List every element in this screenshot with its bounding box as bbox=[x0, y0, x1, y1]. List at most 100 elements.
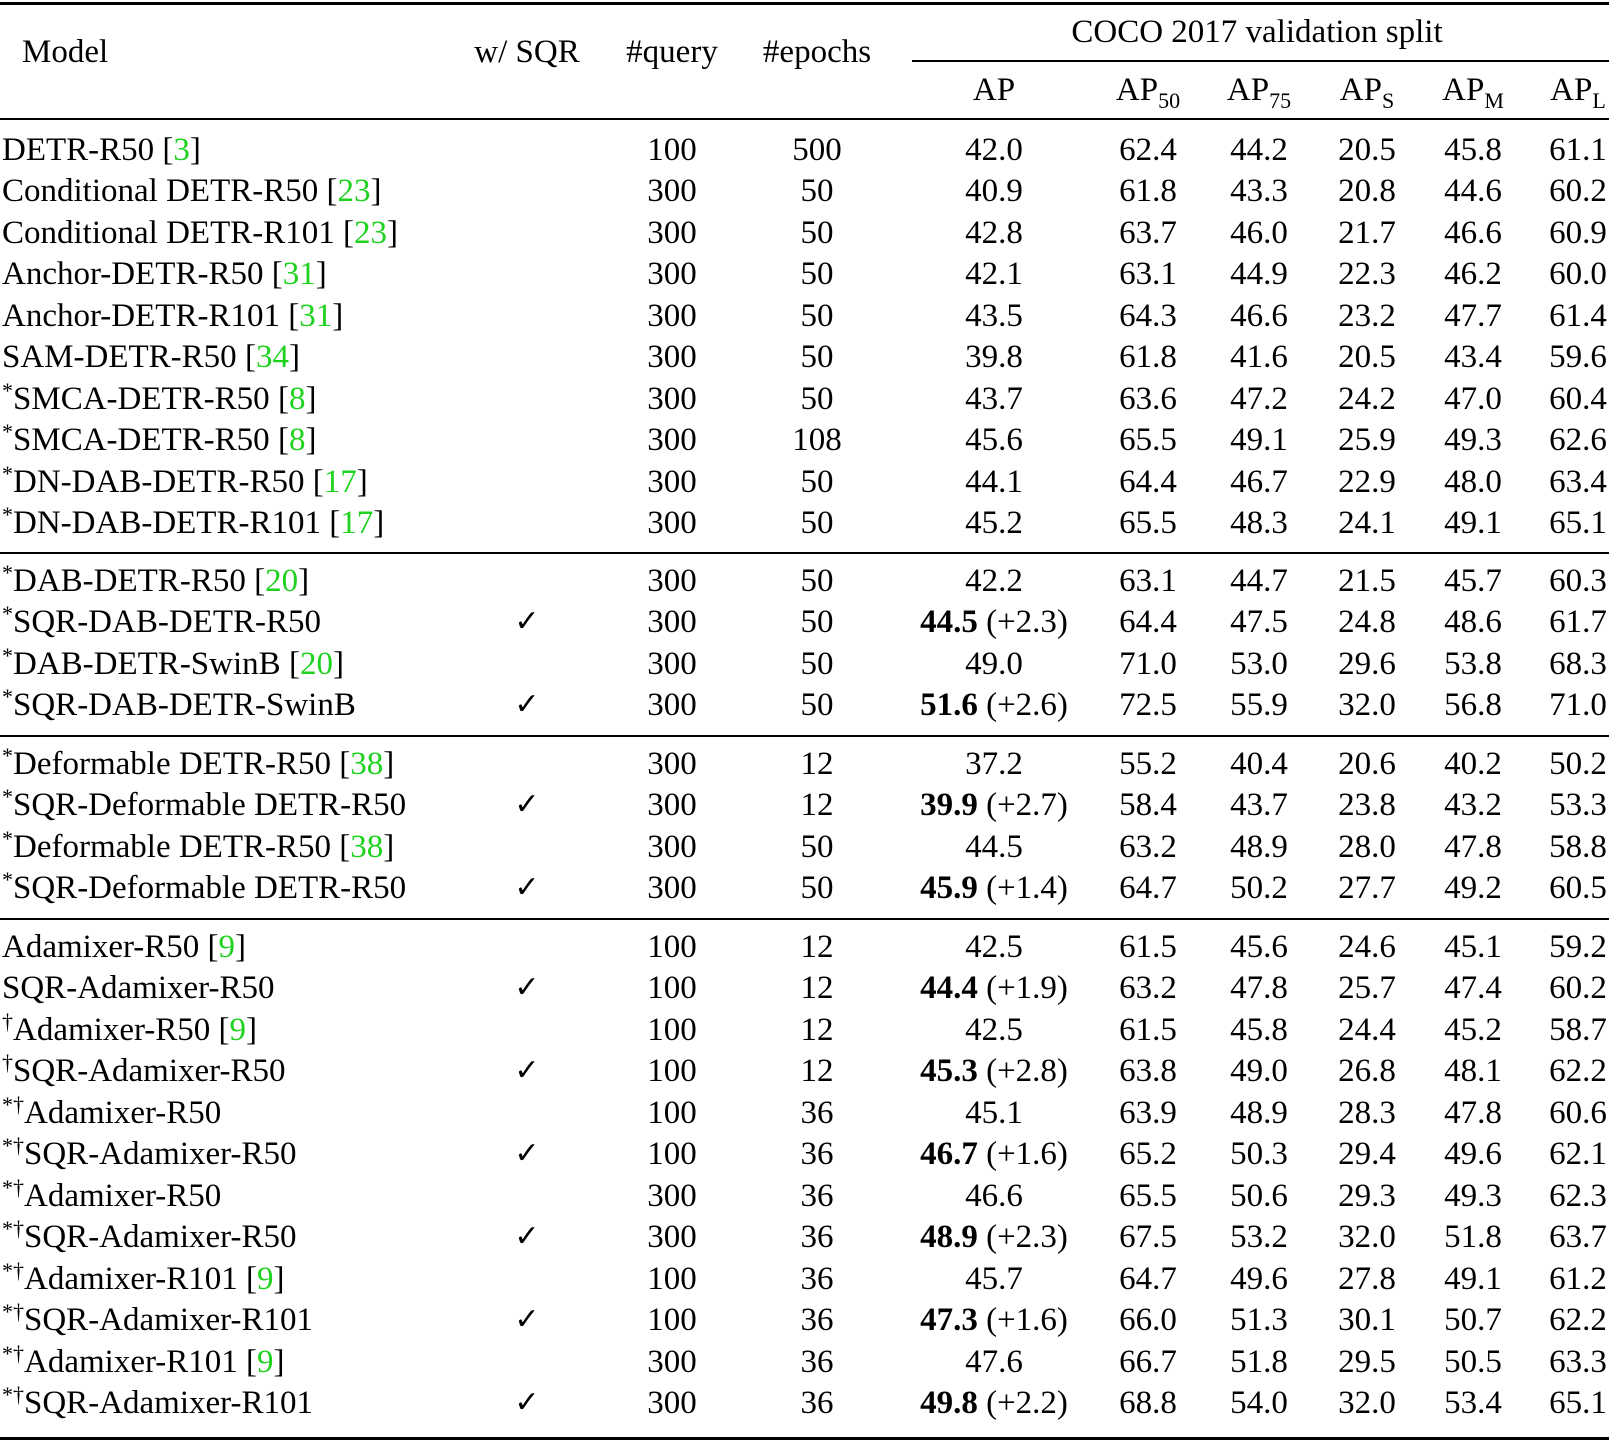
model-cell: *SMCA-DETR-R50 [8] bbox=[2, 378, 317, 417]
ap75-cell: 50.2 bbox=[1230, 870, 1288, 906]
apl-cell: 60.0 bbox=[1549, 256, 1607, 292]
apl-cell: 62.1 bbox=[1549, 1136, 1607, 1172]
aps-cell: 29.3 bbox=[1338, 1178, 1396, 1214]
query-cell: 300 bbox=[647, 339, 697, 375]
citation-link[interactable]: 8 bbox=[288, 381, 306, 417]
ap50-cell: 64.4 bbox=[1119, 464, 1177, 500]
ap50-cell: 63.2 bbox=[1119, 970, 1177, 1006]
citation-link[interactable]: 17 bbox=[323, 464, 357, 500]
ap75-cell: 44.9 bbox=[1230, 256, 1288, 292]
citation-link[interactable]: 23 bbox=[337, 173, 371, 209]
citation-link[interactable]: 38 bbox=[350, 829, 384, 865]
query-cell: 100 bbox=[647, 970, 697, 1006]
citation-link[interactable]: 9 bbox=[229, 1012, 247, 1048]
model-prefix: *† bbox=[2, 1299, 24, 1324]
citation-link[interactable]: 9 bbox=[257, 1344, 274, 1380]
apl-cell: 60.6 bbox=[1549, 1095, 1607, 1131]
apm-cell: 43.4 bbox=[1444, 339, 1502, 375]
model-cell: Anchor-DETR-R50 [31] bbox=[2, 256, 327, 292]
ap75-cell: 49.1 bbox=[1230, 422, 1288, 458]
citation-link[interactable]: 8 bbox=[288, 422, 306, 458]
ap75-cell: 46.7 bbox=[1230, 464, 1288, 500]
apm-cell: 56.8 bbox=[1444, 687, 1502, 723]
ap50-cell: 65.5 bbox=[1119, 1178, 1177, 1214]
citation-link[interactable]: 34 bbox=[255, 339, 289, 375]
model-name: Adamixer-R101 bbox=[24, 1344, 238, 1380]
ap-cell: 44.5 bbox=[965, 829, 1023, 865]
query-cell: 300 bbox=[647, 1219, 697, 1255]
model-cell: *Deformable DETR-R50 [38] bbox=[2, 743, 395, 782]
model-cell: Conditional DETR-R101 [23] bbox=[2, 215, 398, 251]
model-name: SMCA-DETR-R50 bbox=[13, 381, 270, 417]
ap50-cell: 66.7 bbox=[1119, 1344, 1177, 1380]
model-name: DN-DAB-DETR-R50 bbox=[13, 464, 305, 500]
model-name: Adamixer-R50 bbox=[13, 1012, 211, 1048]
citation-link[interactable]: 9 bbox=[218, 929, 236, 965]
table-row: *†SQR-Adamixer-R50 ✓ 300 36 48.9 (+2.3) 67.5 5… bbox=[0, 1216, 1609, 1258]
header-apl: APL bbox=[1550, 70, 1606, 113]
ap75-cell: 44.7 bbox=[1230, 563, 1288, 599]
citation-link[interactable]: 20 bbox=[265, 563, 299, 599]
table-row: *†Adamixer-R50 100 36 45.1 63.9 48.9 28.3 47.8 6… bbox=[0, 1092, 1609, 1134]
table-row: *SQR-DAB-DETR-R50 ✓ 300 50 44.5 (+2.3) 64.4 47… bbox=[0, 601, 1609, 643]
table-row: Conditional DETR-R101 [23] 300 50 42.8 63.7 4… bbox=[0, 212, 1609, 254]
apm-cell: 49.1 bbox=[1444, 505, 1502, 541]
apm-cell: 47.8 bbox=[1444, 1095, 1502, 1131]
model-cell: SQR-Adamixer-R50 bbox=[2, 967, 274, 1009]
ap75-cell: 55.9 bbox=[1230, 687, 1288, 723]
citation-link[interactable]: 9 bbox=[257, 1261, 274, 1297]
ap75-cell: 43.3 bbox=[1230, 173, 1288, 209]
apl-cell: 59.6 bbox=[1549, 339, 1607, 375]
header-model: Model bbox=[22, 34, 109, 70]
apl-cell: 62.2 bbox=[1549, 1302, 1607, 1338]
model-cell: *DAB-DETR-SwinB [20] bbox=[2, 643, 344, 682]
citation-link[interactable]: 31 bbox=[282, 256, 316, 292]
apm-cell: 47.7 bbox=[1444, 298, 1502, 334]
table-row: *DAB-DETR-SwinB [20] 300 50 49.0 71.0 53.0 29.… bbox=[0, 643, 1609, 685]
header-query: #query bbox=[626, 34, 718, 70]
epochs-cell: 108 bbox=[792, 422, 842, 458]
header-ap: AP bbox=[972, 72, 1016, 108]
model-cell: *Deformable DETR-R50 [38] bbox=[2, 826, 395, 865]
model-prefix: * bbox=[2, 643, 13, 668]
header-sqr: w/ SQR bbox=[474, 34, 580, 70]
ap50-cell: 55.2 bbox=[1119, 746, 1177, 782]
citation-link[interactable]: 3 bbox=[173, 132, 190, 168]
ap-cell: 44.4 (+1.9) bbox=[920, 967, 1068, 1009]
query-cell: 100 bbox=[647, 1095, 697, 1131]
citation-link[interactable]: 17 bbox=[340, 505, 374, 541]
epochs-cell: 36 bbox=[800, 1095, 834, 1131]
model-cell: Conditional DETR-R50 [23] bbox=[2, 173, 382, 209]
model-cell: †SQR-Adamixer-R50 bbox=[2, 1050, 285, 1095]
epochs-cell: 50 bbox=[800, 173, 834, 209]
apm-cell: 45.7 bbox=[1444, 563, 1502, 599]
aps-cell: 24.1 bbox=[1338, 505, 1396, 541]
table-row: *DAB-DETR-R50 [20] 300 50 42.2 63.1 44.7 21.5 4… bbox=[0, 560, 1609, 602]
model-name: SQR-Adamixer-R50 bbox=[24, 1136, 297, 1172]
epochs-cell: 50 bbox=[800, 298, 834, 334]
ap50-cell: 58.4 bbox=[1119, 787, 1177, 823]
apm-cell: 43.2 bbox=[1444, 787, 1502, 823]
apl-cell: 71.0 bbox=[1549, 687, 1607, 723]
citation-link[interactable]: 23 bbox=[354, 215, 387, 251]
model-prefix: * bbox=[2, 743, 13, 768]
epochs-cell: 500 bbox=[792, 132, 842, 168]
apm-cell: 49.1 bbox=[1444, 1261, 1502, 1297]
model-name: DN-DAB-DETR-R101 bbox=[13, 505, 321, 541]
model-name: Conditional DETR-R50 bbox=[2, 173, 319, 209]
model-prefix: * bbox=[2, 826, 13, 851]
citation-link[interactable]: 20 bbox=[299, 646, 333, 682]
aps-cell: 28.0 bbox=[1338, 829, 1396, 865]
ap50-cell: 65.5 bbox=[1119, 505, 1177, 541]
ap-gain: (+2.3) bbox=[986, 1219, 1068, 1255]
citation-link[interactable]: 31 bbox=[299, 298, 333, 334]
apm-cell: 53.8 bbox=[1444, 646, 1502, 682]
apl-cell: 59.2 bbox=[1549, 929, 1607, 965]
ap50-cell: 64.7 bbox=[1119, 1261, 1177, 1297]
citation-link[interactable]: 38 bbox=[350, 746, 384, 782]
epochs-cell: 36 bbox=[800, 1344, 834, 1380]
model-cell: *SQR-DAB-DETR-R50 bbox=[2, 601, 321, 646]
ap-cell: 43.5 bbox=[965, 298, 1023, 334]
model-cell: *†SQR-Adamixer-R50 bbox=[2, 1133, 296, 1178]
apm-cell: 40.2 bbox=[1444, 746, 1502, 782]
